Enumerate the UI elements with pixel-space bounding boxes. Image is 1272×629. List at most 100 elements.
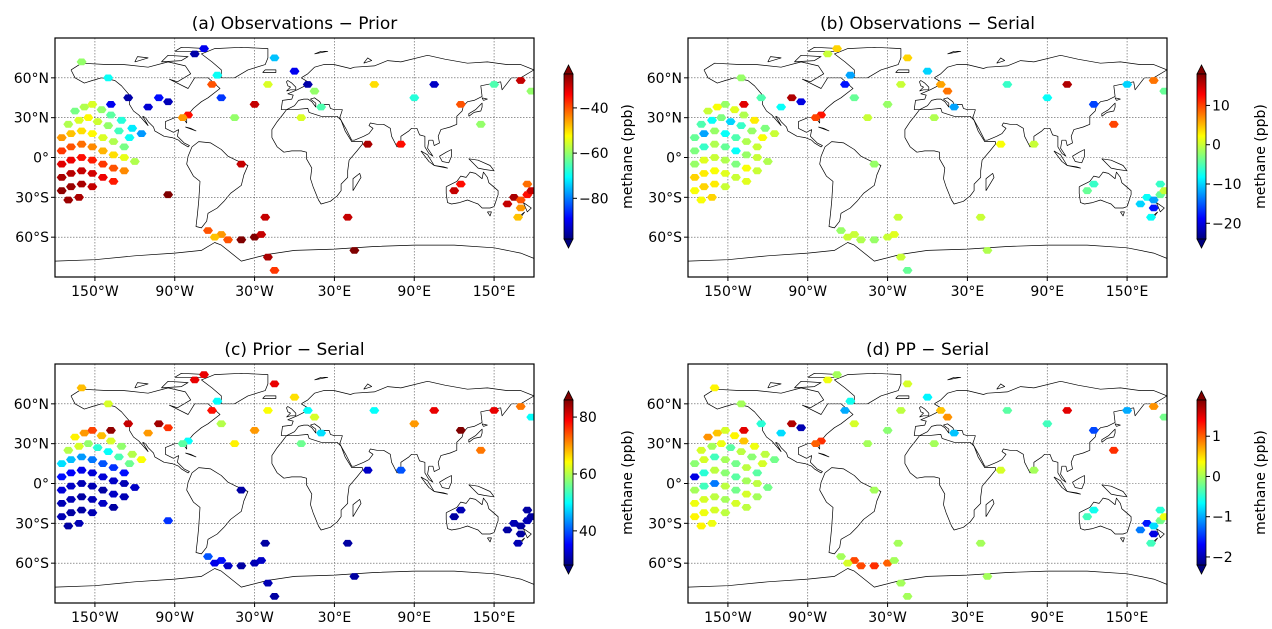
data-point xyxy=(475,120,486,128)
data-point xyxy=(129,158,140,165)
data-point xyxy=(296,440,307,447)
data-point xyxy=(70,433,80,441)
data-point xyxy=(79,103,90,111)
data-point xyxy=(762,484,773,491)
lat-tick-label: 0° xyxy=(33,477,49,493)
data-point xyxy=(56,513,67,521)
data-point xyxy=(741,504,752,511)
coastline xyxy=(352,499,362,517)
data-point xyxy=(730,134,741,141)
data-point xyxy=(103,448,114,455)
lon-tick-label: 150°W xyxy=(71,610,119,625)
data-point xyxy=(720,496,731,503)
lon-tick-label: 150°W xyxy=(71,284,119,300)
coastline xyxy=(523,202,532,213)
map-panel: (d) PP − Serial 150°W 90°W 30°W 30°E 90°E 150°… xyxy=(647,340,1269,626)
colorbar-tick-label: −1 xyxy=(1212,510,1233,526)
lon-tick-label: 150°E xyxy=(473,610,516,625)
data-point xyxy=(56,460,67,467)
colorbar-extend-max xyxy=(563,64,574,75)
data-point xyxy=(87,101,98,108)
data-point xyxy=(689,486,700,494)
data-point xyxy=(707,442,717,450)
colorbar-tick-label: −20 xyxy=(1212,216,1242,232)
data-point xyxy=(256,557,267,564)
coastline xyxy=(1120,537,1125,543)
data-point xyxy=(902,54,913,62)
data-point xyxy=(309,87,320,95)
colorbar-extend-min xyxy=(563,564,574,575)
coastline xyxy=(363,57,373,64)
data-point xyxy=(1148,196,1159,204)
lat-tick-label: 60°N xyxy=(647,397,682,413)
data-point xyxy=(902,267,913,274)
data-point xyxy=(66,482,76,490)
colorbar-label: methane (ppb) xyxy=(1253,104,1269,209)
map-panel: (b) Observations − Serial 150°W 90°W 30°W 30… xyxy=(647,14,1269,300)
lat-tick-label: 30°N xyxy=(14,111,49,127)
data-point xyxy=(269,593,280,600)
data-point xyxy=(207,81,217,88)
coastline xyxy=(280,380,534,483)
data-point xyxy=(889,557,900,564)
lon-tick-label: 30°E xyxy=(318,610,352,625)
coastline xyxy=(895,69,910,73)
colorbar-gradient xyxy=(1196,73,1207,240)
data-point xyxy=(97,134,108,141)
lat-tick-label: 30°N xyxy=(14,437,49,453)
data-point xyxy=(123,420,134,428)
coastline xyxy=(70,387,221,474)
data-point xyxy=(1042,94,1053,102)
data-point xyxy=(756,420,767,428)
data-point xyxy=(720,482,731,490)
coastline xyxy=(468,102,483,117)
lat-tick-label: 30°S xyxy=(15,516,49,532)
data-point xyxy=(302,407,313,414)
data-point xyxy=(882,101,893,108)
colorbar-tick-label: −80 xyxy=(579,191,609,207)
lat-tick-label: 60°S xyxy=(15,230,49,246)
data-point xyxy=(515,530,526,538)
data-point xyxy=(689,473,700,481)
lat-tick-label: 60°S xyxy=(15,556,49,572)
data-point xyxy=(119,469,130,477)
coastline xyxy=(271,108,363,205)
data-point xyxy=(74,116,84,124)
data-point xyxy=(893,539,904,547)
coastline xyxy=(280,54,534,157)
data-point xyxy=(56,134,67,141)
coastline xyxy=(439,149,452,164)
data-point xyxy=(515,522,526,530)
coastline xyxy=(186,141,249,229)
data-point xyxy=(895,253,906,261)
data-point xyxy=(720,130,731,137)
data-point xyxy=(836,553,846,560)
data-point xyxy=(796,424,807,432)
data-point xyxy=(699,509,709,517)
data-point xyxy=(895,579,906,587)
data-point xyxy=(262,253,273,261)
map-area xyxy=(55,364,534,603)
lon-tick-label: 30°W xyxy=(235,284,274,300)
data-point xyxy=(709,180,720,188)
data-point xyxy=(1122,81,1133,88)
data-point xyxy=(56,160,67,168)
lon-tick-label: 30°W xyxy=(868,610,907,625)
data-point xyxy=(935,81,946,88)
data-point xyxy=(262,579,273,587)
lat-tick-label: 30°S xyxy=(15,190,49,206)
data-point xyxy=(1159,87,1167,95)
data-point xyxy=(720,183,731,191)
data-point xyxy=(362,466,373,474)
data-point xyxy=(97,160,108,168)
data-point xyxy=(736,400,747,408)
data-point xyxy=(76,127,87,135)
data-point xyxy=(103,400,114,408)
data-point xyxy=(922,67,933,75)
data-point xyxy=(203,553,213,560)
coastline xyxy=(1101,102,1116,117)
lon-tick-label: 30°W xyxy=(868,284,907,300)
coastline xyxy=(904,434,996,531)
lat-tick-label: 0° xyxy=(33,151,49,167)
data-point xyxy=(119,167,130,175)
